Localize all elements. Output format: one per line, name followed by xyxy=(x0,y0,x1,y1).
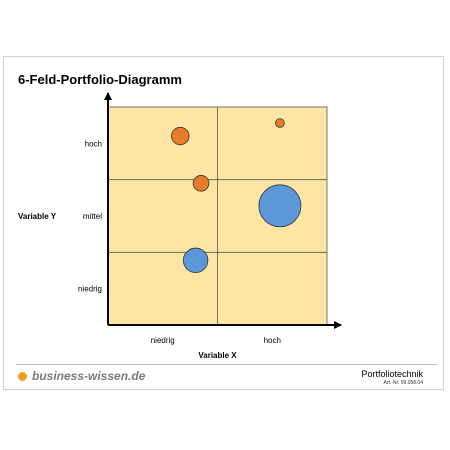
document-title: Portfoliotechnik xyxy=(361,369,423,379)
brand-logo[interactable]: business-wissen.de xyxy=(18,369,145,383)
portfolio-labels: niedrig mittel hoch niedrig hoch Variable Y Va… xyxy=(18,139,281,360)
y-tick-label-hoch: hoch xyxy=(85,139,102,148)
y-tick-label-mittel: mittel xyxy=(83,212,102,221)
portfolio-cells xyxy=(108,107,327,325)
x-tick-label-niedrig: niedrig xyxy=(151,336,175,345)
page-title: 6-Feld-Portfolio-Diagramm xyxy=(18,72,182,87)
bubble-4 xyxy=(258,184,302,228)
x-axis-title: Variable X xyxy=(198,351,237,360)
portfolio-cell-hoch-niedrig xyxy=(217,252,327,325)
bubble-5 xyxy=(182,247,209,273)
portfolio-axes xyxy=(104,92,342,329)
portfolio-bubbles xyxy=(171,118,302,273)
brand-dot-icon xyxy=(18,371,27,381)
bubble-3 xyxy=(192,175,210,192)
brand-name: business-wissen.de xyxy=(32,369,146,383)
x-tick-label-hoch: hoch xyxy=(264,336,281,345)
article-number: Art.-Nr. 99.058.04 xyxy=(383,380,423,386)
bubble-2 xyxy=(275,118,285,128)
footer-divider xyxy=(16,364,437,365)
y-tick-label-niedrig: niedrig xyxy=(78,285,102,294)
portfolio-cell-niedrig-mittel xyxy=(108,179,218,253)
bubble-1 xyxy=(171,126,190,146)
portfolio-cell-niedrig-hoch xyxy=(108,107,218,180)
y-axis-title: Variable Y xyxy=(18,212,57,221)
portfolio-cell-hoch-hoch xyxy=(217,107,327,180)
